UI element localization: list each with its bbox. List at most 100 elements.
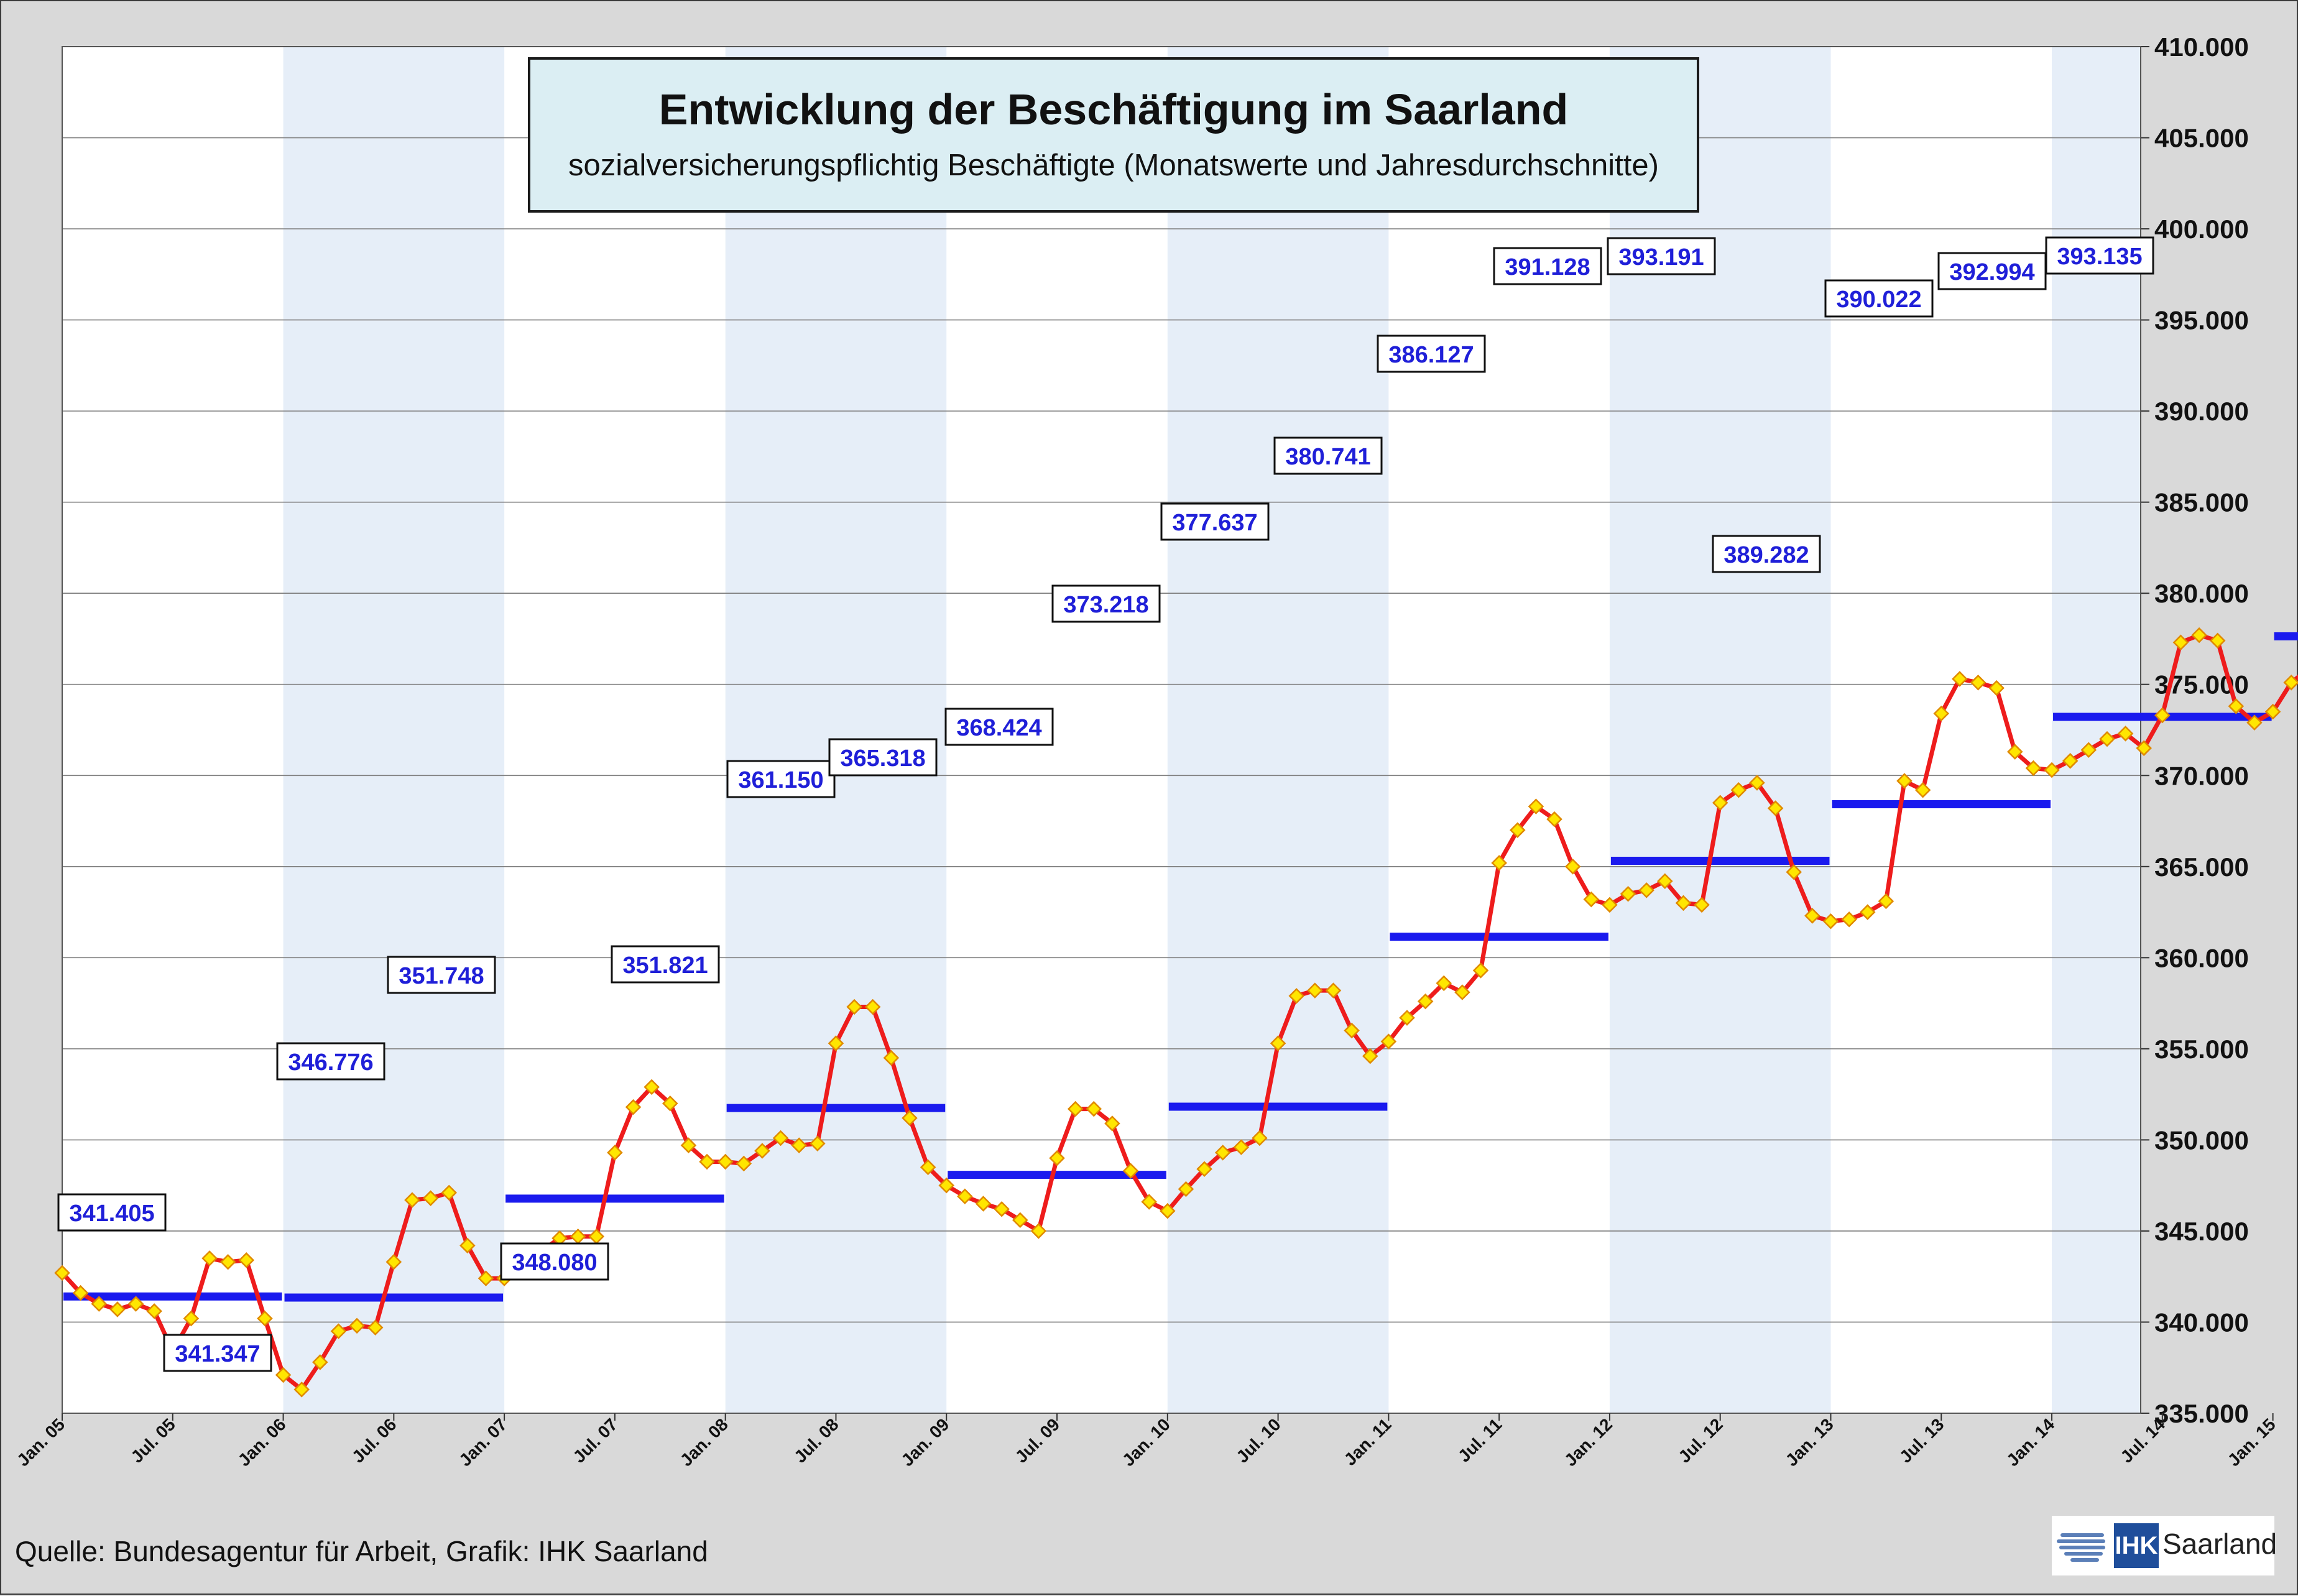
monthly-point [54, 1265, 70, 1281]
monthly-point [699, 1153, 715, 1170]
monthly-point [1178, 1181, 1194, 1197]
title-box: Entwicklung der Beschäftigung im Saarlan… [528, 57, 1699, 213]
year-band [725, 47, 947, 1413]
monthly-point [920, 1159, 936, 1176]
average-label-box [1937, 252, 2047, 290]
y-tick-label: 405.000 [2154, 124, 2249, 153]
monthly-point [1380, 1033, 1397, 1049]
average-label-box [1712, 535, 1821, 573]
average-label-box [828, 738, 938, 777]
monthly-point [1602, 897, 1618, 913]
average-label: 380.741 [1285, 444, 1370, 470]
monthly-point [1325, 982, 1342, 999]
average-label: 351.748 [399, 963, 484, 989]
monthly-point [1454, 984, 1470, 1000]
x-tick-label: Jul. 14 [2117, 1414, 2169, 1467]
average-label-box [1377, 334, 1486, 373]
monthly-point [2246, 714, 2263, 731]
monthly-point [1859, 904, 1876, 920]
monthly-point [772, 1130, 789, 1146]
x-tick-label: Jul. 12 [1674, 1414, 1727, 1467]
average-label-box [726, 760, 836, 798]
monthly-point [2080, 742, 2097, 759]
monthly-point [736, 1155, 752, 1172]
monthly-point [1970, 675, 1987, 691]
monthly-point [478, 1270, 494, 1286]
monthly-point [1528, 798, 1544, 814]
year-band [1167, 47, 1389, 1413]
monthly-point [1233, 1139, 1250, 1155]
average-label-box [2045, 236, 2154, 275]
average-label: 377.637 [1172, 510, 1257, 536]
average-label: 390.022 [1836, 287, 1921, 313]
average-label-box [163, 1334, 272, 1372]
monthly-point [1214, 1145, 1231, 1161]
monthly-point [183, 1310, 200, 1327]
monthly-point [938, 1177, 955, 1194]
monthly-point [1841, 911, 1857, 928]
y-tick-label: 370.000 [2154, 761, 2249, 790]
monthly-point [791, 1137, 807, 1153]
x-tick-label: Jan. 05 [13, 1414, 68, 1470]
average-label: 341.405 [69, 1201, 154, 1227]
monthly-point [1988, 680, 2005, 696]
monthly-point [367, 1319, 384, 1336]
monthly-point [1546, 811, 1562, 828]
average-label-box [500, 1242, 609, 1281]
average-label-box [1051, 584, 1161, 623]
monthly-point [1196, 1161, 1212, 1178]
monthly-point [1749, 775, 1765, 791]
average-label: 373.218 [1063, 592, 1148, 618]
monthly-point [1141, 1194, 1157, 1210]
monthly-point [2283, 675, 2298, 691]
monthly-point [1252, 1130, 1268, 1146]
monthly-point [1344, 1022, 1360, 1039]
x-tick-label: Jan. 11 [1340, 1414, 1395, 1469]
average-label-box [944, 708, 1054, 746]
saarland-map-icon [2057, 1533, 2105, 1562]
y-tick-label: 385.000 [2154, 488, 2249, 517]
monthly-point [607, 1145, 623, 1161]
monthly-point [1564, 859, 1581, 875]
average-label: 365.318 [840, 745, 925, 772]
logo-region-text: Saarland [2162, 1528, 2277, 1560]
monthly-point [2228, 698, 2245, 714]
monthly-point [975, 1196, 992, 1212]
monthly-point [1399, 1010, 1415, 1026]
monthly-point [1730, 782, 1747, 798]
monthly-point [91, 1296, 108, 1312]
monthly-point [1030, 1223, 1047, 1239]
average-label-box [57, 1193, 167, 1232]
x-tick-label: Jan. 13 [1782, 1414, 1837, 1470]
monthly-point [1160, 1202, 1176, 1219]
chart-subtitle: sozialversicherungspflichtig Beschäftigt… [568, 149, 1659, 182]
monthly-point [1952, 671, 1968, 687]
average-label: 393.191 [1618, 244, 1704, 270]
y-tick-label: 410.000 [2154, 32, 2249, 62]
monthly-point [1896, 773, 1913, 789]
x-tick-label: Jul. 13 [1896, 1414, 1948, 1467]
monthly-point [404, 1192, 420, 1208]
logo-ihk-text: IHK [2114, 1523, 2159, 1568]
monthly-point [1583, 891, 1600, 908]
monthly-point [2264, 703, 2281, 720]
average-label-box [1607, 237, 1716, 275]
monthly-point [662, 1096, 678, 1112]
monthly-point [2007, 744, 2023, 760]
monthly-point [846, 999, 862, 1015]
monthly-point [1620, 885, 1636, 902]
average-label: 368.424 [956, 715, 1041, 741]
average-label-box [1273, 436, 1383, 475]
average-label: 361.150 [738, 767, 823, 793]
average-label-box [1160, 502, 1270, 541]
monthly-point [754, 1143, 770, 1159]
monthly-point [1288, 988, 1304, 1004]
monthly-point [2044, 762, 2060, 778]
y-tick-label: 360.000 [2154, 943, 2249, 972]
monthly-point [385, 1253, 402, 1270]
average-label: 391.128 [1505, 254, 1590, 280]
y-tick-label: 395.000 [2154, 306, 2249, 335]
year-band [283, 47, 505, 1413]
monthly-point [1914, 782, 1931, 798]
